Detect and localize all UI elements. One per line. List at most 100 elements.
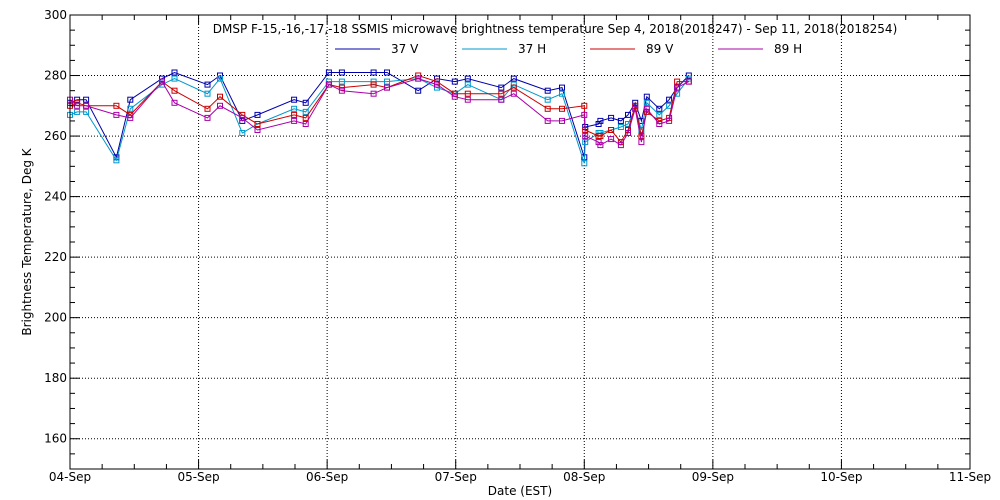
data-point [171, 69, 178, 76]
data-point [302, 114, 309, 121]
x-tick-label: 06-Sep [306, 470, 348, 484]
data-point [643, 99, 650, 106]
series-line [69, 78, 690, 146]
data-point [581, 111, 588, 118]
data-point [127, 96, 134, 103]
data-point [415, 87, 422, 94]
x-tick-label: 09-Sep [692, 470, 734, 484]
data-point [597, 133, 604, 140]
data-point [581, 102, 588, 109]
y-tick-label: 260 [44, 129, 67, 143]
x-tick-label: 08-Sep [563, 470, 605, 484]
data-point [582, 139, 589, 146]
y-tick-label: 280 [44, 69, 67, 83]
data-point [656, 111, 663, 118]
data-point [325, 69, 332, 76]
data-point [632, 105, 639, 112]
data-point [113, 111, 120, 118]
data-point [254, 111, 261, 118]
data-point [204, 105, 211, 112]
data-point [384, 84, 390, 91]
data-point [83, 96, 90, 103]
y-tick-label: 200 [44, 311, 67, 325]
data-point [582, 133, 589, 140]
chart-title: DMSP F-15,-16,-17,-18 SSMIS microwave br… [213, 22, 898, 36]
data-point [415, 72, 422, 79]
data-point [370, 69, 377, 76]
data-point [113, 102, 120, 109]
data-point [83, 102, 90, 109]
data-point [544, 105, 551, 112]
data-point [434, 81, 440, 88]
data-point [510, 84, 517, 91]
data-point [254, 121, 261, 127]
y-tick-label: 300 [44, 8, 67, 22]
data-point [625, 130, 631, 136]
data-point [74, 108, 81, 115]
x-tick-label: 04-Sep [49, 470, 91, 484]
data-point [597, 142, 604, 149]
data-point [217, 75, 223, 82]
data-point [291, 117, 298, 124]
y-axis-label: Brightness Temperature, Deg K [20, 147, 34, 335]
data-point [666, 96, 673, 103]
data-point [384, 69, 390, 76]
data-point [159, 78, 165, 85]
data-point [171, 99, 178, 106]
data-point [559, 84, 565, 91]
data-point [338, 87, 345, 94]
data-point [291, 96, 298, 103]
legend-label: 37 V [391, 42, 419, 56]
x-tick-label: 10-Sep [820, 470, 862, 484]
data-point [239, 130, 246, 136]
data-point [204, 90, 211, 97]
y-tick-label: 220 [44, 250, 67, 264]
data-point [544, 96, 551, 103]
x-axis-label: Date (EST) [488, 484, 552, 498]
data-point [302, 99, 309, 106]
data-point [597, 117, 604, 124]
data-point [370, 90, 377, 97]
x-tick-label: 07-Sep [435, 470, 477, 484]
data-point [127, 105, 134, 112]
data-point [204, 114, 211, 121]
data-point [656, 121, 663, 127]
data-point [498, 96, 505, 103]
data-point [617, 142, 624, 149]
data-point [544, 117, 551, 124]
data-point [464, 75, 471, 82]
data-point [370, 81, 377, 88]
data-point [384, 78, 390, 85]
y-tick-label: 160 [44, 432, 67, 446]
data-point [638, 139, 645, 146]
legend-label: 37 H [518, 42, 546, 56]
data-point [559, 90, 565, 97]
data-point [498, 90, 505, 97]
data-point [217, 93, 223, 100]
data-point [204, 81, 211, 88]
data-point [338, 78, 345, 85]
data-point [291, 105, 298, 112]
ticks [69, 14, 971, 470]
data-point [559, 117, 565, 124]
series-89-h [67, 75, 692, 149]
data-point [415, 75, 422, 82]
data-point [617, 124, 624, 130]
data-point [302, 121, 309, 127]
data-point [83, 108, 90, 115]
data-point [338, 84, 345, 91]
y-tick-label: 240 [44, 190, 67, 204]
data-point [643, 93, 650, 100]
data-point [581, 160, 588, 167]
legend-label: 89 V [646, 42, 674, 56]
data-point [666, 117, 673, 124]
data-point [338, 69, 345, 76]
data-point [595, 121, 602, 127]
data-point [625, 111, 631, 118]
data-point [171, 75, 178, 82]
data-point [291, 111, 298, 118]
legend-label: 89 H [774, 42, 802, 56]
data-point [464, 96, 471, 103]
data-point [617, 117, 624, 124]
